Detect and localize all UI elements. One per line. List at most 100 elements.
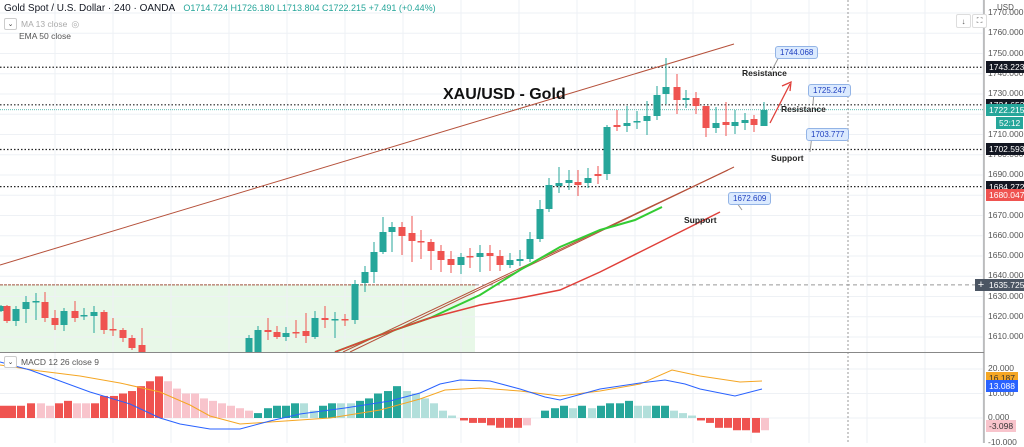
scroll-to-latest-button[interactable]: ↓ xyxy=(956,14,971,28)
candle-body xyxy=(506,260,514,265)
candle-body xyxy=(427,242,435,251)
candle-body xyxy=(653,95,661,116)
macd-histogram-bar xyxy=(634,405,642,418)
candle-body xyxy=(100,312,108,330)
price-tag: 1635.725 xyxy=(986,278,1024,291)
macd-histogram-bar xyxy=(291,403,299,418)
symbol-legend: Gold Spot / U.S. Dollar · 240 · OANDA O1… xyxy=(4,3,436,14)
price-tick: 1670.000 xyxy=(988,209,1024,220)
macd-histogram-bar xyxy=(460,418,468,421)
macd-histogram-bar xyxy=(643,405,651,418)
trend-arrow xyxy=(769,83,791,124)
price-tick: 1710.000 xyxy=(988,128,1024,139)
macd-histogram-bar xyxy=(110,395,118,418)
candle-body xyxy=(292,332,300,334)
macd-histogram-bar xyxy=(300,403,308,418)
candle-body xyxy=(0,306,5,311)
price-tag: 1702.593 xyxy=(986,143,1024,156)
candle-body xyxy=(594,174,602,176)
macd-histogram-bar xyxy=(625,400,633,418)
annotation-note: Support xyxy=(771,153,804,163)
candle-body xyxy=(633,121,641,123)
chart-title-annotation: XAU/USD - Gold xyxy=(443,86,566,103)
candle-body xyxy=(128,338,136,348)
price-tag: 1722.215 xyxy=(986,103,1024,116)
macd-histogram-bar xyxy=(282,405,290,418)
macd-histogram-bar xyxy=(27,403,35,418)
candle-body xyxy=(341,319,349,321)
price-tick: 1640.000 xyxy=(988,270,1024,281)
chevron-down-icon[interactable]: ⌄ xyxy=(4,356,17,368)
price-tick: 1770.000 xyxy=(988,7,1024,17)
ma-label: MA 13 close xyxy=(21,19,68,29)
arrow-down-icon: ↓ xyxy=(961,16,966,26)
candle-body xyxy=(60,311,68,325)
candle-body xyxy=(379,232,387,252)
macd-histogram-bar xyxy=(46,405,54,418)
indicator-ema[interactable]: EMA 50 close xyxy=(19,31,71,41)
arrow-head-icon xyxy=(781,80,792,92)
candle-body xyxy=(370,252,378,272)
chevron-down-icon[interactable]: ⌄ xyxy=(4,18,17,30)
candle-body xyxy=(702,106,710,128)
candle-body xyxy=(273,332,281,337)
candle-body xyxy=(662,87,670,94)
macd-histogram-bar xyxy=(384,391,392,418)
candle-body xyxy=(80,315,88,317)
macd-histogram-bar xyxy=(209,400,217,418)
annotation-note: Resistance xyxy=(781,104,826,114)
ema-line xyxy=(334,211,721,353)
macd-histogram-bar xyxy=(182,393,190,418)
macd-histogram-bar xyxy=(652,405,660,418)
macd-histogram-bar xyxy=(264,408,272,418)
macd-histogram-bar xyxy=(254,413,262,418)
candle-body xyxy=(417,241,425,243)
price-tick: 1620.000 xyxy=(988,310,1024,321)
macd-histogram-bar xyxy=(569,408,577,418)
candle-body xyxy=(90,312,98,316)
candle-body xyxy=(331,319,339,321)
macd-histogram-bar xyxy=(514,418,522,428)
macd-histogram-bar xyxy=(679,413,687,418)
macd-histogram-bar xyxy=(273,405,281,418)
candle-body xyxy=(437,251,445,260)
candle-body xyxy=(722,122,730,125)
macd-histogram-bar xyxy=(430,403,438,418)
price-tick: 1630.000 xyxy=(988,290,1024,301)
macd-histogram-bar xyxy=(164,381,172,418)
candle-body xyxy=(741,120,749,123)
macd-histogram-bar xyxy=(245,410,253,418)
indicator-ma[interactable]: ⌄ MA 13 close ◎ xyxy=(4,18,79,30)
candle-body xyxy=(712,123,720,128)
macd-histogram-bar xyxy=(64,400,72,418)
crosshair-add-button[interactable]: + xyxy=(975,279,987,291)
macd-histogram-bar xyxy=(173,388,181,418)
macd-histogram-bar xyxy=(155,376,163,418)
macd-histogram-bar xyxy=(236,408,244,418)
candle-body xyxy=(731,122,739,126)
annotation-note: Support xyxy=(684,215,717,225)
price-tick: 1730.000 xyxy=(988,88,1024,98)
price-callout: 1703.777 xyxy=(806,128,850,141)
auto-fit-button[interactable]: ⛶ xyxy=(972,14,987,28)
candle-body xyxy=(321,318,329,320)
candle-body xyxy=(603,127,611,174)
candle-body xyxy=(466,256,474,258)
macd-histogram-bar xyxy=(347,403,355,418)
candle-body xyxy=(388,227,396,232)
channel-upper xyxy=(0,43,735,266)
macd-histogram-bar xyxy=(0,405,8,418)
macd-histogram-bar xyxy=(670,410,678,418)
eye-hidden-icon[interactable]: ◎ xyxy=(71,18,80,29)
macd-histogram-bar xyxy=(733,418,741,431)
macd-histogram-bar xyxy=(541,410,549,418)
indicator-macd[interactable]: ⌄ MACD 12 26 close 9 xyxy=(4,356,99,368)
macd-histogram-bar xyxy=(724,418,732,428)
macd-histogram-bar xyxy=(578,405,586,418)
macd-histogram-bar xyxy=(588,408,596,418)
macd-histogram-bar xyxy=(697,418,705,421)
candle-body xyxy=(22,302,30,309)
candle-body xyxy=(555,183,563,186)
macd-tag: 13.088 xyxy=(986,379,1018,392)
